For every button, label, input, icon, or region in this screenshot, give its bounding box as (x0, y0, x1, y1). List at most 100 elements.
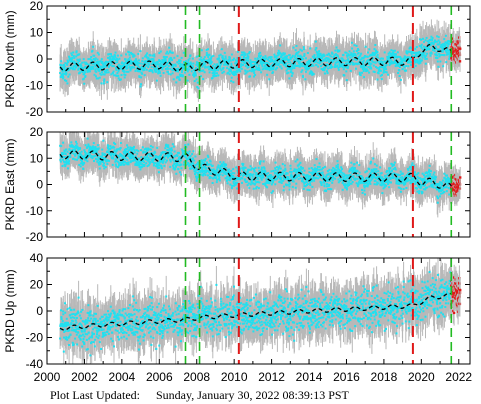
data-point (355, 62, 358, 65)
data-point (430, 35, 433, 38)
data-point (215, 74, 218, 77)
data-point (160, 64, 163, 67)
data-point (390, 49, 393, 52)
data-point (279, 44, 282, 47)
data-point (344, 51, 347, 54)
data-point (179, 59, 182, 62)
data-point (446, 52, 449, 55)
data-point (83, 70, 86, 73)
data-point (438, 48, 441, 51)
data-point (137, 62, 139, 64)
data-point (192, 66, 194, 69)
data-point (223, 58, 226, 61)
data-point (98, 60, 101, 63)
data-point (125, 66, 128, 69)
data-point (145, 60, 148, 63)
data-point (108, 53, 111, 56)
data-point (145, 68, 148, 71)
data-point (70, 52, 73, 55)
data-point (113, 58, 115, 60)
data-point (289, 56, 292, 59)
data-point (115, 74, 118, 77)
data-point (258, 69, 261, 71)
data-point (169, 73, 172, 76)
data-point (125, 53, 127, 56)
data-point (138, 70, 141, 73)
data-point (441, 50, 444, 53)
data-point (396, 63, 399, 66)
data-point (164, 65, 167, 68)
data-point (345, 70, 348, 73)
data-point (265, 61, 268, 64)
data-point (74, 61, 77, 64)
data-point (268, 60, 271, 62)
data-point (159, 60, 161, 62)
data-point (99, 65, 102, 68)
data-point (77, 68, 80, 71)
recent-point (458, 60, 462, 63)
data-point (150, 66, 153, 69)
data-point (263, 57, 266, 60)
data-point (188, 66, 191, 69)
data-point (184, 60, 187, 63)
data-point (292, 64, 295, 67)
data-point (372, 64, 375, 67)
data-point (165, 60, 167, 63)
data-point (294, 60, 297, 62)
data-point (109, 57, 112, 60)
data-point (204, 65, 207, 68)
data-point (256, 58, 259, 61)
data-point (243, 56, 246, 59)
data-point (328, 58, 331, 61)
data-point (66, 63, 69, 66)
data-point (138, 62, 141, 65)
data-point (227, 60, 230, 63)
data-point (396, 51, 399, 54)
data-point (101, 71, 103, 74)
data-point (95, 77, 98, 80)
data-point (299, 56, 302, 58)
data-point (367, 66, 370, 69)
data-point (97, 53, 100, 56)
data-point (382, 57, 384, 60)
data-point (82, 77, 85, 80)
data-point (245, 61, 248, 64)
data-point (131, 65, 134, 68)
data-point (145, 54, 148, 57)
data-point (362, 70, 365, 72)
data-point (428, 39, 431, 41)
data-point (179, 75, 182, 77)
data-point (370, 59, 373, 62)
data-point (129, 69, 132, 72)
data-point (96, 67, 99, 70)
data-point (119, 64, 122, 67)
data-point (206, 66, 209, 69)
data-point (413, 52, 415, 55)
data-point (87, 58, 90, 61)
data-point (273, 65, 275, 68)
data-point (164, 58, 167, 60)
data-point (107, 61, 110, 64)
data-point (181, 63, 184, 66)
data-point (104, 63, 107, 66)
data-point (314, 48, 317, 51)
data-point (421, 56, 424, 59)
data-point (225, 59, 228, 62)
data-point (334, 49, 337, 52)
data-point (416, 55, 418, 58)
data-point (371, 54, 374, 57)
data-point (259, 51, 262, 54)
data-point (371, 60, 374, 63)
data-point (369, 65, 372, 68)
data-point (290, 68, 293, 71)
data-point (352, 62, 355, 65)
data-point (270, 66, 273, 69)
data-point (403, 66, 406, 69)
data-point (204, 62, 207, 65)
data-point (172, 65, 175, 68)
data-point (66, 67, 68, 70)
data-point (359, 54, 362, 57)
data-point (306, 52, 309, 54)
data-point (414, 51, 417, 54)
data-point (360, 66, 363, 69)
